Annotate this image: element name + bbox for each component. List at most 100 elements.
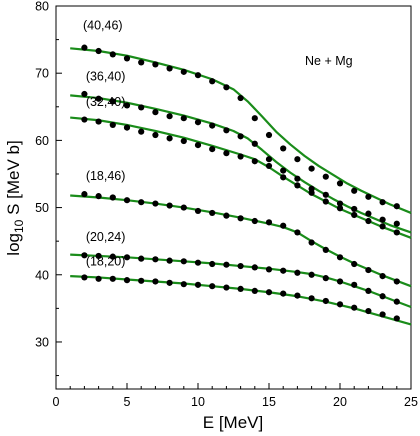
data-point	[365, 307, 372, 315]
data-point	[166, 135, 173, 142]
data-point	[379, 223, 386, 230]
data-point	[95, 252, 102, 260]
data-point	[308, 239, 315, 246]
data-point	[336, 180, 344, 187]
data-point	[379, 273, 386, 280]
data-point	[223, 284, 230, 291]
data-point	[336, 205, 344, 212]
data-point	[180, 204, 187, 211]
data-point	[280, 167, 287, 174]
data-point	[351, 304, 358, 311]
data-point	[95, 193, 102, 200]
data-point	[138, 59, 145, 66]
x-tick-label: 10	[191, 395, 205, 409]
data-point	[251, 287, 258, 294]
data-point	[180, 115, 187, 122]
data-point	[166, 279, 173, 286]
data-point	[180, 258, 187, 265]
data-point	[322, 173, 329, 180]
data-point	[209, 78, 216, 85]
data-point	[109, 275, 116, 282]
x-axis-title: E [MeV]	[203, 413, 263, 432]
data-point	[152, 278, 159, 285]
data-point	[123, 277, 131, 284]
data-point	[209, 209, 216, 217]
data-point	[180, 137, 187, 145]
data-point	[123, 254, 131, 261]
data-point	[280, 222, 287, 229]
data-point	[294, 175, 301, 182]
data-point	[280, 174, 287, 181]
data-point	[166, 202, 173, 209]
data-point	[294, 229, 301, 236]
data-point	[365, 287, 372, 294]
data-point	[351, 281, 358, 288]
data-point	[223, 127, 230, 134]
data-point	[308, 165, 315, 172]
data-point	[237, 94, 244, 102]
data-point	[251, 158, 258, 165]
data-point	[308, 295, 315, 302]
data-point	[152, 61, 159, 68]
data-point	[393, 203, 400, 210]
series-label: (36,40)	[86, 70, 126, 84]
data-point	[294, 182, 301, 189]
data-point	[109, 121, 116, 129]
data-point	[351, 205, 358, 213]
y-axis-title-subscript: 10	[12, 219, 26, 233]
series-label: (18,20)	[86, 254, 126, 268]
data-point	[152, 109, 159, 116]
data-point	[194, 259, 202, 266]
fit-lines-layer	[70, 47, 412, 326]
series-label: (20,24)	[86, 230, 126, 244]
data-point	[95, 47, 102, 55]
data-point	[95, 118, 102, 125]
data-point	[393, 298, 400, 305]
data-point	[152, 200, 159, 207]
y-tick-label: 70	[35, 67, 49, 81]
data-point	[322, 198, 329, 205]
data-point	[194, 207, 202, 215]
y-axis-title-log: log	[4, 233, 23, 256]
data-point	[109, 194, 116, 201]
data-point	[351, 211, 358, 219]
data-point	[166, 113, 173, 120]
data-point	[123, 197, 131, 204]
data-point	[280, 145, 287, 152]
data-point	[81, 90, 88, 98]
data-point	[265, 266, 273, 273]
y-tick-label: 60	[35, 134, 49, 148]
data-point	[223, 84, 230, 91]
data-point	[379, 311, 386, 318]
data-point	[379, 216, 386, 223]
data-point	[294, 156, 301, 163]
data-point	[251, 217, 258, 225]
fit-line	[70, 94, 412, 234]
data-point	[336, 278, 344, 285]
data-point	[194, 72, 202, 79]
data-point	[308, 189, 315, 196]
data-point	[365, 266, 372, 274]
data-point	[223, 150, 230, 157]
data-point	[265, 131, 273, 139]
data-point	[322, 297, 329, 305]
data-point	[223, 212, 230, 219]
data-point	[123, 124, 131, 131]
data-point	[223, 261, 230, 268]
data-point	[166, 257, 173, 264]
data-point	[251, 264, 258, 271]
data-point	[237, 262, 244, 270]
data-point	[379, 293, 386, 300]
data-point	[265, 219, 273, 226]
data-points-layer	[81, 44, 400, 322]
data-point	[265, 162, 273, 170]
data-point	[365, 210, 372, 217]
data-point	[209, 283, 216, 290]
data-point	[152, 256, 159, 263]
data-point	[237, 153, 244, 160]
data-point	[123, 55, 131, 62]
data-point	[152, 131, 159, 139]
data-point	[180, 281, 187, 288]
x-tick-label: 0	[53, 395, 60, 409]
